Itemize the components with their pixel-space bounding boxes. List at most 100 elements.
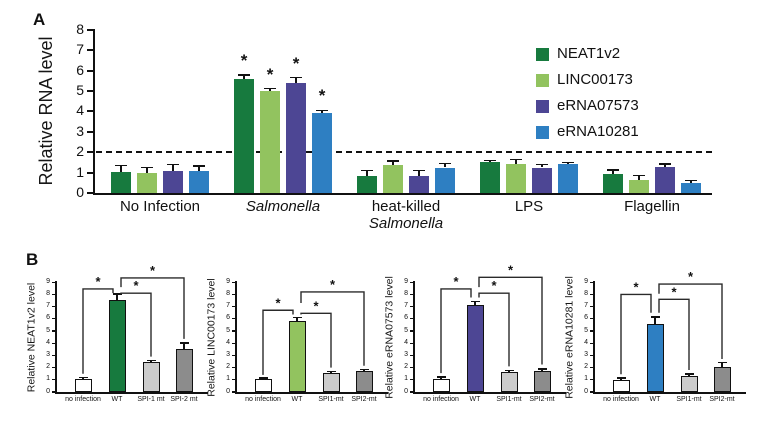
- error-bar-stem: [392, 160, 394, 166]
- error-bar-cap: [650, 316, 660, 318]
- y-tick-label: 5: [404, 326, 408, 334]
- error-bar-stem: [620, 377, 622, 380]
- panel-b-label: B: [26, 250, 39, 269]
- legend-swatch: [536, 126, 549, 139]
- y-tick-label: 0: [226, 387, 230, 395]
- y-tick-mark: [590, 367, 594, 369]
- error-bar-cap: [684, 373, 694, 375]
- y-tick-label: 1: [46, 375, 50, 383]
- y-tick-label: 4: [76, 102, 84, 119]
- x-tick-label: SPI1-mt: [496, 396, 522, 403]
- bar-spi2-mt: [713, 366, 731, 392]
- legend: NEAT1v2 LINC00173 eRNA07573 eRNA10281: [536, 45, 676, 158]
- error-bar-stem: [721, 362, 723, 367]
- x-tick-label: SPI2-mt: [529, 396, 555, 403]
- x-tick-label: no infection: [65, 396, 101, 403]
- bar-wt: [466, 305, 484, 392]
- x-tick-label: SPI1-mt: [676, 396, 702, 403]
- significance-star: *: [95, 274, 101, 289]
- bar-linc00173-0: [137, 172, 157, 193]
- bar-neat1v2-2: [357, 175, 377, 193]
- error-bar-stem: [515, 159, 517, 165]
- error-bar-stem: [440, 376, 442, 379]
- y-tick-label: 2: [404, 363, 408, 371]
- y-tick-label: 5: [584, 326, 588, 334]
- y-tick-label: 8: [404, 289, 408, 297]
- legend-swatch: [536, 74, 549, 87]
- bar-no-infection: [254, 379, 272, 392]
- error-bar-stem: [116, 293, 118, 300]
- error-bar-stem: [243, 75, 245, 79]
- bar-no-infection: [74, 379, 92, 392]
- y-tick-label: 9: [404, 277, 408, 285]
- error-bar-stem: [690, 180, 692, 183]
- error-bar-cap: [141, 166, 153, 169]
- error-bar-stem: [612, 169, 614, 174]
- y-tick-mark: [87, 90, 93, 92]
- error-bar-cap: [290, 76, 302, 79]
- error-bar-stem: [418, 170, 420, 176]
- y-tick-mark: [87, 69, 93, 72]
- error-bar-cap: [536, 163, 548, 166]
- legend-item-neat1v2: NEAT1v2: [536, 45, 676, 68]
- error-bar-stem: [296, 317, 298, 322]
- legend-item-erna10281: eRNA10281: [536, 123, 676, 146]
- x-tick-label: WT: [469, 396, 481, 403]
- error-bar-stem: [489, 160, 491, 163]
- y-tick-mark: [232, 281, 236, 283]
- y-tick-label: 6: [76, 61, 84, 78]
- y-tick-label: 2: [226, 363, 230, 371]
- bar-erna07573-1: [286, 82, 306, 193]
- bar-linc00173-2: [383, 165, 403, 193]
- error-bar-stem: [363, 369, 365, 372]
- y-tick-mark: [52, 342, 56, 344]
- bar-erna10281-4: [681, 182, 701, 193]
- error-bar-cap: [292, 316, 302, 319]
- legend-swatch: [536, 100, 549, 113]
- y-tick-label: 7: [46, 302, 50, 310]
- error-bar-cap: [436, 376, 446, 378]
- error-bar-cap: [359, 368, 369, 371]
- y-tick-label: 5: [46, 326, 50, 334]
- x-category-label: LPS: [514, 198, 544, 215]
- bar-spi1-mt: [680, 375, 698, 392]
- y-tick-mark: [232, 293, 236, 295]
- bar-erna07573-0: [163, 170, 183, 193]
- legend-label: eRNA07573: [557, 97, 639, 114]
- y-tick-label: 9: [46, 277, 50, 285]
- error-bar-stem: [541, 164, 543, 168]
- bar-erna07573-2: [409, 175, 429, 193]
- significance-bracket: [620, 293, 652, 375]
- bar-spi2-mt: [533, 371, 551, 392]
- significance-star: *: [491, 278, 497, 293]
- significance-star: *: [292, 53, 300, 73]
- error-bar-cap: [146, 359, 156, 362]
- y-tick-label: 2: [76, 143, 84, 160]
- error-bar-stem: [120, 165, 122, 172]
- y-tick-label: 1: [226, 375, 230, 383]
- error-bar-cap: [316, 109, 328, 112]
- significance-bracket: [120, 292, 152, 357]
- significance-brackets: * * *: [82, 263, 185, 374]
- significance-brackets: * * *: [440, 262, 543, 374]
- y-tick-label: 3: [76, 122, 84, 139]
- y-tick-label: 0: [404, 387, 408, 395]
- error-bar-cap: [717, 361, 727, 364]
- y-tick-label: 8: [226, 289, 230, 297]
- y-tick-label: 1: [76, 163, 84, 180]
- bar-erna07573-4: [655, 166, 675, 193]
- error-bar-cap: [326, 370, 336, 373]
- error-bar-stem: [541, 368, 543, 372]
- y-tick-mark: [590, 354, 594, 356]
- y-tick-mark: [52, 293, 56, 295]
- x-axis-line: [413, 392, 566, 394]
- bar-spi-1-mt: [142, 362, 160, 392]
- y-tick-label: 1: [404, 375, 408, 383]
- y-tick-mark: [410, 318, 414, 320]
- significance-bracket: [658, 283, 723, 360]
- y-axis-line: [413, 281, 415, 394]
- y-tick-label: 3: [46, 350, 50, 358]
- significance-bracket: [478, 276, 543, 365]
- error-bar-cap: [387, 160, 399, 162]
- significance-star: *: [275, 295, 281, 310]
